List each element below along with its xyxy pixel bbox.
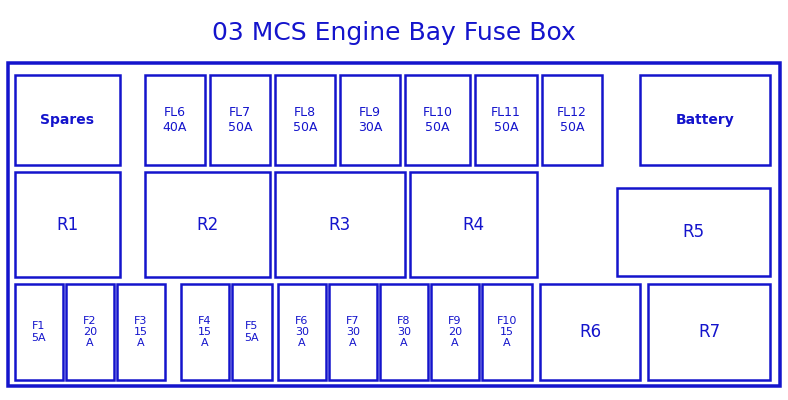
Bar bbox=[66, 284, 114, 380]
Text: R4: R4 bbox=[463, 216, 485, 234]
Text: FL10
50A: FL10 50A bbox=[422, 106, 452, 134]
Text: F10
15
A: F10 15 A bbox=[496, 316, 517, 348]
Bar bbox=[410, 172, 537, 277]
Bar bbox=[15, 75, 120, 165]
Bar bbox=[380, 284, 428, 380]
Bar bbox=[405, 75, 470, 165]
Text: R6: R6 bbox=[579, 323, 601, 341]
Bar bbox=[275, 75, 335, 165]
Bar bbox=[145, 172, 270, 277]
Text: F6
30
A: F6 30 A bbox=[295, 316, 309, 348]
Bar bbox=[117, 284, 165, 380]
Text: FL7
50A: FL7 50A bbox=[228, 106, 252, 134]
Bar bbox=[15, 172, 120, 277]
Bar bbox=[475, 75, 537, 165]
Bar bbox=[340, 75, 400, 165]
Bar bbox=[482, 284, 532, 380]
Text: FL12
50A: FL12 50A bbox=[557, 106, 587, 134]
Bar bbox=[275, 172, 405, 277]
Bar bbox=[542, 75, 602, 165]
Text: F9
20
A: F9 20 A bbox=[448, 316, 462, 348]
Bar bbox=[648, 284, 770, 380]
Text: F2
20
A: F2 20 A bbox=[83, 316, 97, 348]
Text: F8
30
A: F8 30 A bbox=[397, 316, 411, 348]
Bar bbox=[540, 284, 640, 380]
Text: F7
30
A: F7 30 A bbox=[346, 316, 360, 348]
Bar bbox=[145, 75, 205, 165]
Text: F1
5A: F1 5A bbox=[32, 322, 46, 342]
Bar bbox=[15, 284, 63, 380]
Text: FL8
50A: FL8 50A bbox=[293, 106, 318, 134]
Text: F5
5A: F5 5A bbox=[245, 322, 259, 342]
Text: FL6
40A: FL6 40A bbox=[163, 106, 188, 134]
Bar bbox=[640, 75, 770, 165]
Text: R7: R7 bbox=[698, 323, 720, 341]
Bar bbox=[617, 188, 770, 276]
Bar bbox=[232, 284, 272, 380]
Bar bbox=[329, 284, 377, 380]
Text: Battery: Battery bbox=[675, 113, 734, 127]
Text: Spares: Spares bbox=[40, 113, 95, 127]
Text: F3
15
A: F3 15 A bbox=[134, 316, 148, 348]
Text: FL9
30A: FL9 30A bbox=[358, 106, 382, 134]
Bar bbox=[181, 284, 229, 380]
Bar bbox=[210, 75, 270, 165]
Text: R5: R5 bbox=[682, 223, 704, 241]
Text: F4
15
A: F4 15 A bbox=[198, 316, 212, 348]
Text: R2: R2 bbox=[196, 216, 218, 234]
Text: 03 MCS Engine Bay Fuse Box: 03 MCS Engine Bay Fuse Box bbox=[212, 21, 576, 45]
Bar bbox=[431, 284, 479, 380]
Text: R3: R3 bbox=[329, 216, 351, 234]
Bar bbox=[278, 284, 326, 380]
Text: R1: R1 bbox=[57, 216, 79, 234]
Text: FL11
50A: FL11 50A bbox=[491, 106, 521, 134]
Bar bbox=[8, 63, 780, 386]
